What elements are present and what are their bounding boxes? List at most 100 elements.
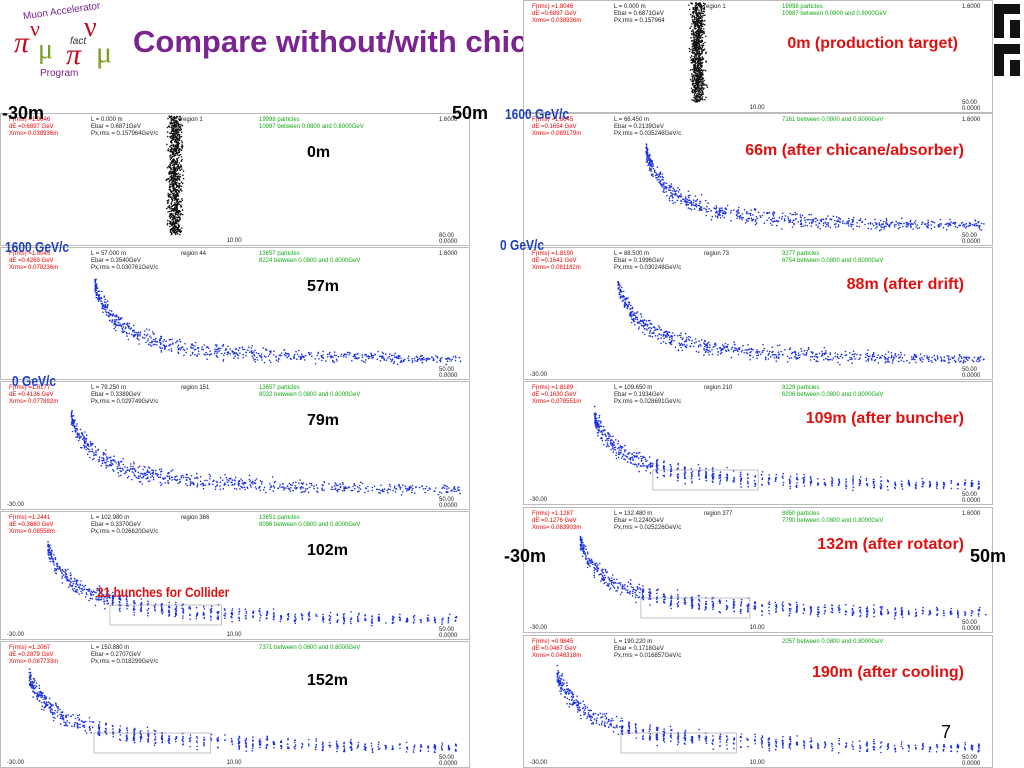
particle [167, 131, 169, 133]
particle [177, 153, 179, 155]
particle [175, 167, 177, 169]
particle [119, 323, 121, 325]
particle [160, 485, 162, 487]
particle [177, 179, 179, 181]
particle [59, 709, 61, 711]
particle [60, 716, 62, 718]
particle [170, 470, 172, 472]
particle [273, 615, 275, 617]
particle [140, 738, 142, 740]
particle [124, 323, 126, 325]
particle [378, 614, 380, 616]
particle [695, 75, 697, 77]
particle [288, 356, 290, 358]
particle [692, 45, 694, 47]
particle [696, 65, 698, 67]
particle [834, 220, 836, 222]
particle [182, 608, 184, 610]
particle [167, 476, 169, 478]
particle [281, 487, 283, 489]
particle [179, 168, 181, 170]
particle [60, 718, 62, 720]
particle [315, 363, 317, 365]
particle [39, 700, 41, 702]
particle [448, 358, 450, 360]
particle [161, 336, 163, 338]
particle [341, 354, 343, 356]
particle [206, 480, 208, 482]
particle [176, 125, 178, 127]
particle [688, 197, 690, 199]
particle [134, 331, 136, 333]
particle [154, 744, 156, 746]
particle [146, 328, 148, 330]
particle [205, 484, 207, 486]
particle [197, 613, 199, 615]
particle [85, 439, 87, 441]
particle [428, 358, 430, 360]
particle [127, 477, 129, 479]
particle [89, 721, 91, 723]
particle [699, 81, 701, 83]
particle [74, 722, 76, 724]
particle [264, 362, 266, 364]
particle [943, 227, 945, 229]
particle [657, 179, 659, 181]
particle [161, 468, 163, 470]
particle [170, 162, 172, 164]
particle [111, 314, 113, 316]
particle [177, 483, 179, 485]
particle [153, 339, 155, 341]
particle [354, 354, 356, 356]
particle [306, 484, 308, 486]
particle [97, 291, 99, 293]
particle [196, 749, 198, 751]
particle [287, 613, 289, 615]
particle [112, 319, 114, 321]
stat-line: dE =0.2879 GeV [9, 652, 54, 659]
particle [196, 740, 198, 742]
particle [65, 722, 67, 724]
particle [447, 358, 449, 360]
particle [437, 357, 439, 359]
particle [224, 482, 226, 484]
particle [211, 734, 213, 736]
particle [427, 619, 429, 621]
particle [95, 297, 97, 299]
particle [94, 282, 96, 284]
particle [203, 484, 205, 486]
particle [669, 196, 671, 198]
particle [364, 618, 366, 620]
particle [391, 749, 393, 751]
particle [701, 86, 703, 88]
particle [55, 702, 57, 704]
particle [246, 612, 248, 614]
particle [256, 352, 258, 354]
particle [192, 347, 194, 349]
particle [179, 140, 181, 142]
particle [700, 5, 702, 7]
particle [154, 606, 156, 608]
particle [691, 23, 693, 25]
particle [173, 216, 175, 218]
particle [750, 214, 752, 216]
particle [85, 449, 87, 451]
particle [167, 195, 169, 197]
particle [838, 224, 840, 226]
particle [70, 575, 72, 577]
particle [434, 744, 436, 746]
particle [182, 739, 184, 741]
particle [52, 704, 54, 706]
particle [77, 580, 79, 582]
particle [367, 356, 369, 358]
particle [204, 480, 206, 482]
particle [119, 739, 121, 741]
particle [223, 359, 225, 361]
particle [169, 180, 171, 182]
particle [86, 732, 88, 734]
particle [285, 355, 287, 357]
particle [180, 349, 182, 351]
particle [692, 80, 694, 82]
particle [118, 319, 120, 321]
particle [448, 747, 450, 749]
